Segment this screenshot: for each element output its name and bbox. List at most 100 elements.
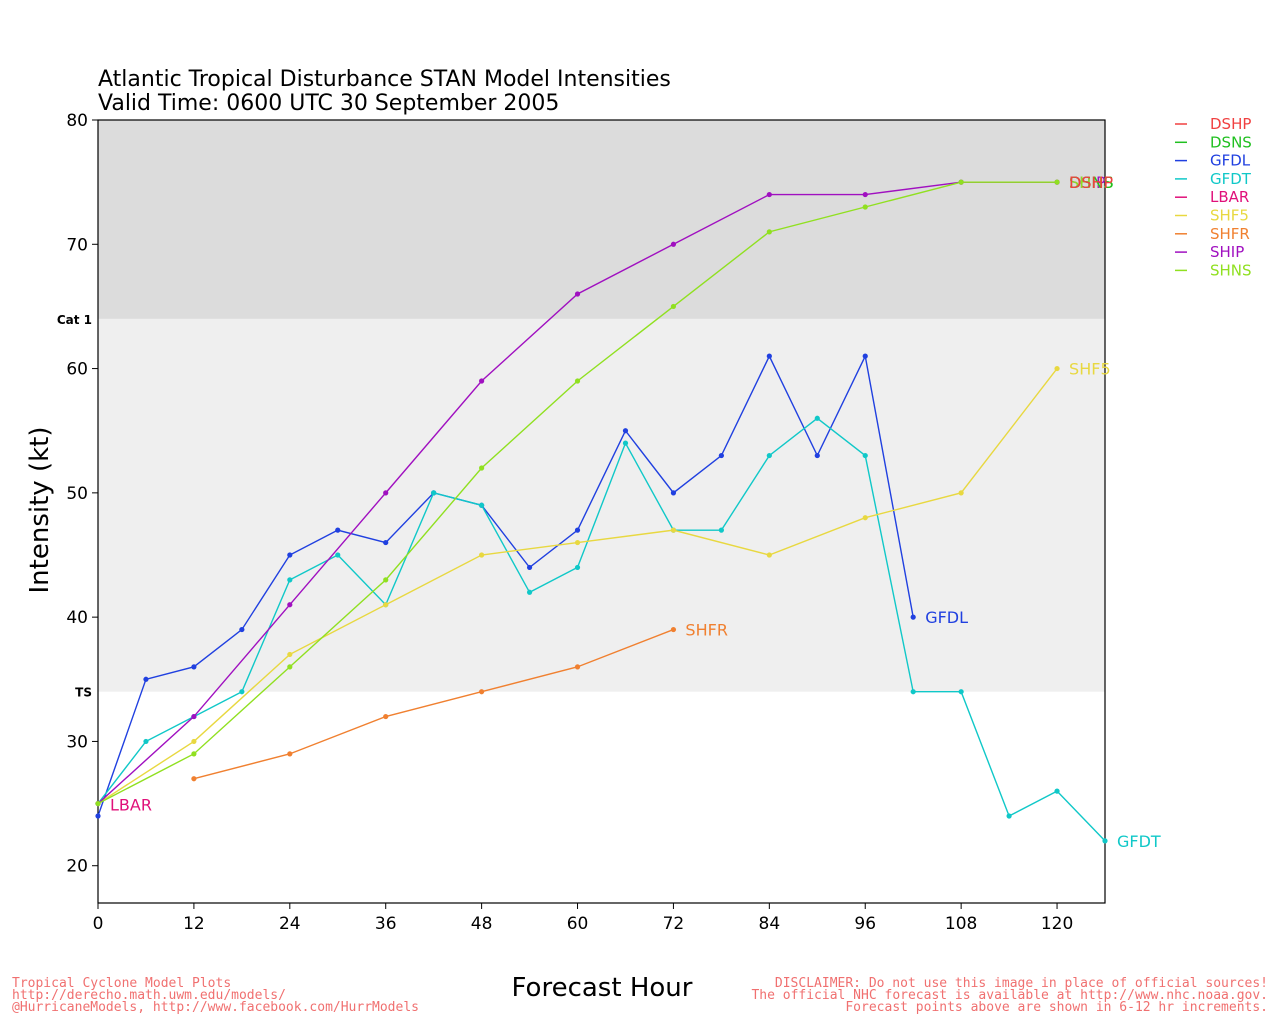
data-point	[383, 577, 389, 583]
data-point	[574, 291, 581, 297]
legend-label: SHFR	[1210, 225, 1250, 243]
data-point	[622, 428, 629, 434]
chart-title: Atlantic Tropical Disturbance STAN Model…	[98, 67, 671, 92]
y-tick-label: 30	[66, 732, 88, 752]
data-point	[670, 490, 677, 496]
data-point	[766, 552, 772, 558]
data-point	[1054, 788, 1060, 794]
x-tick-label: 60	[567, 914, 589, 934]
data-point	[239, 626, 245, 633]
footer-right-line2: The official NHC forecast is available a…	[751, 988, 1268, 1003]
x-tick-label: 108	[945, 914, 977, 934]
data-point	[191, 713, 197, 720]
data-point	[574, 564, 581, 571]
data-point	[862, 515, 868, 521]
data-point	[335, 552, 341, 558]
data-point	[622, 440, 629, 446]
data-point	[574, 527, 581, 533]
data-point	[574, 664, 581, 670]
data-point	[95, 800, 101, 807]
x-tick-label: 0	[93, 914, 104, 934]
data-point	[1054, 365, 1060, 372]
data-point	[287, 552, 293, 558]
y-tick-label: 40	[66, 608, 88, 628]
band-label: Cat 1	[57, 313, 92, 327]
data-point	[526, 564, 533, 571]
legend-label: LBAR	[1210, 188, 1249, 206]
data-point	[287, 651, 293, 658]
data-point	[287, 577, 293, 583]
y-tick-label: 70	[66, 235, 88, 255]
footer-left-line3: @HurricaneModels, http://www.facebook.co…	[12, 1000, 419, 1015]
legend-label: SHF5	[1210, 207, 1249, 225]
y-tick-label: 60	[66, 360, 88, 380]
data-point	[191, 738, 197, 745]
footer-right-line3: Forecast points above are shown in 6-12 …	[845, 1000, 1268, 1015]
y-tick-label: 20	[66, 857, 88, 877]
lbar-start-label: LBAR	[110, 796, 152, 815]
series-layer	[95, 179, 1108, 844]
series-line	[193, 628, 674, 780]
x-tick-label: 96	[854, 914, 876, 934]
footer-right-line1: DISCLAIMER: Do not use this image in pla…	[775, 976, 1268, 991]
data-point	[95, 813, 101, 819]
data-point	[479, 465, 485, 471]
legend-label: DSNS	[1210, 133, 1252, 151]
data-point	[191, 664, 197, 670]
data-point	[479, 502, 485, 508]
series-shfr	[191, 626, 677, 782]
plot-frame	[97, 119, 1106, 904]
data-point	[239, 689, 245, 695]
data-point	[191, 751, 197, 757]
data-point	[431, 490, 437, 496]
data-point	[143, 738, 149, 745]
data-point	[191, 776, 197, 782]
y-tick-label: 80	[66, 111, 88, 131]
x-tick-label: 120	[1041, 914, 1073, 934]
data-point	[287, 664, 293, 670]
band-cat-1	[98, 120, 1105, 319]
x-tick-label: 72	[663, 914, 685, 934]
legend-item-dsns: DSNS	[1175, 133, 1252, 151]
data-point	[479, 552, 485, 558]
series-end-label: GFDL	[925, 608, 968, 627]
legend-label: SHNS	[1210, 261, 1252, 279]
data-point	[383, 713, 389, 720]
data-point	[287, 751, 293, 757]
data-point	[383, 490, 389, 496]
legend-label: SHIP	[1210, 243, 1244, 261]
data-point	[383, 602, 389, 608]
data-point	[766, 452, 772, 459]
data-point	[1054, 179, 1060, 185]
legend-item-shf5: SHF5	[1175, 207, 1249, 225]
series-shns	[95, 179, 1060, 807]
data-point	[143, 676, 149, 682]
data-point	[910, 614, 916, 620]
x-tick-label: 24	[279, 914, 301, 934]
data-point	[479, 378, 485, 384]
data-point	[718, 452, 724, 459]
data-point	[862, 353, 868, 359]
data-point	[1006, 813, 1012, 819]
legend-label: GFDL	[1210, 152, 1251, 170]
series-end-label: GFDT	[1117, 832, 1161, 851]
series-end-label: DSHP	[1069, 173, 1114, 192]
data-point	[958, 689, 964, 695]
data-point	[958, 179, 964, 185]
legend-item-lbar: LBAR	[1175, 188, 1249, 206]
axes: 0 12 24 36 48 60 72 84 96 108 120 20 30 40 50 60 70 80	[66, 111, 1106, 934]
series-end-label: SHIP	[1069, 173, 1106, 192]
data-point	[670, 527, 677, 533]
legend-item-dshp: DSHP	[1175, 115, 1251, 133]
legend-item-shfr: SHFR	[1175, 225, 1250, 243]
data-point	[670, 241, 677, 247]
x-axis-label: Forecast Hour	[512, 973, 693, 1003]
data-point	[1102, 838, 1108, 844]
legend-label: GFDT	[1210, 170, 1252, 188]
legend-label: DSHP	[1210, 115, 1251, 133]
data-point	[910, 689, 916, 695]
data-point	[814, 415, 820, 421]
y-tick-label: 50	[66, 484, 88, 504]
